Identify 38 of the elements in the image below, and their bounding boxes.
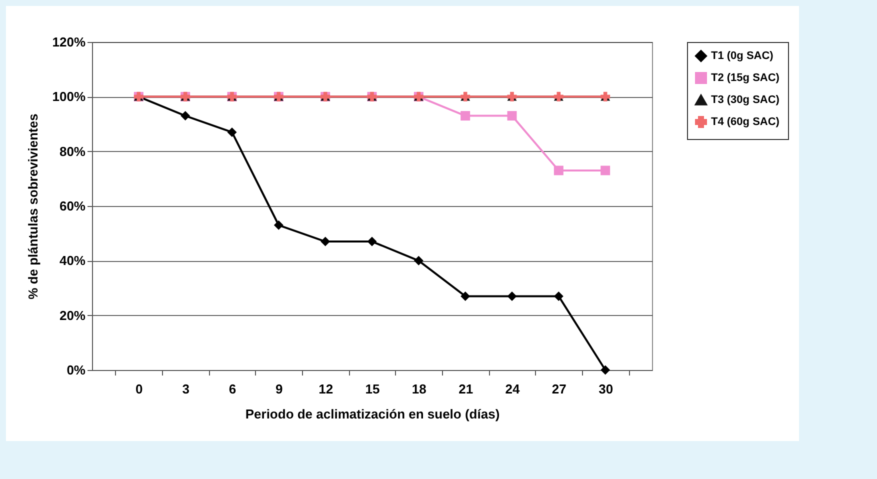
x-tick-label: 6: [228, 382, 236, 396]
point: [507, 111, 517, 121]
legend-label: T1 (0g SAC): [711, 50, 774, 62]
x-tick-label: 15: [365, 382, 380, 396]
x-tick-label: 3: [182, 382, 190, 396]
point: [274, 220, 284, 230]
point: [227, 127, 237, 137]
x-tick-label: 21: [458, 382, 474, 396]
y-tick-label: 120%: [52, 34, 86, 50]
point: [180, 111, 190, 121]
point: [367, 236, 377, 246]
legend-label: T4 (60g SAC): [711, 116, 780, 128]
y-axis-title: % de plántulas sobrevivientes: [25, 114, 40, 300]
x-tick-label: 30: [598, 382, 614, 396]
point: [460, 111, 470, 121]
x-tick-label: 12: [318, 382, 334, 396]
x-tick-label: 27: [552, 382, 566, 396]
point: [554, 291, 564, 301]
point: [600, 365, 610, 375]
x-tick-label: 24: [505, 382, 520, 396]
legend-label: T3 (30g SAC): [711, 94, 780, 106]
point: [320, 236, 330, 246]
x-tick-label: 0: [136, 382, 143, 396]
y-tick-label: 80%: [59, 144, 86, 159]
point: [554, 166, 564, 176]
y-tick-label: 20%: [59, 308, 86, 323]
y-tick-label: 40%: [59, 253, 86, 268]
point: [507, 291, 517, 301]
y-tick-label: 100%: [52, 89, 86, 104]
legend-label: T2 (15g SAC): [711, 72, 780, 84]
point: [414, 256, 424, 266]
point: [600, 166, 610, 176]
y-tick-label: 0%: [66, 362, 86, 378]
point: [460, 291, 470, 301]
y-tick-label: 60%: [59, 198, 86, 214]
x-axis-title: Periodo de aclimatización en suelo (días): [245, 406, 500, 422]
x-tick-label: 9: [276, 382, 283, 396]
x-tick-label: 18: [412, 382, 426, 396]
